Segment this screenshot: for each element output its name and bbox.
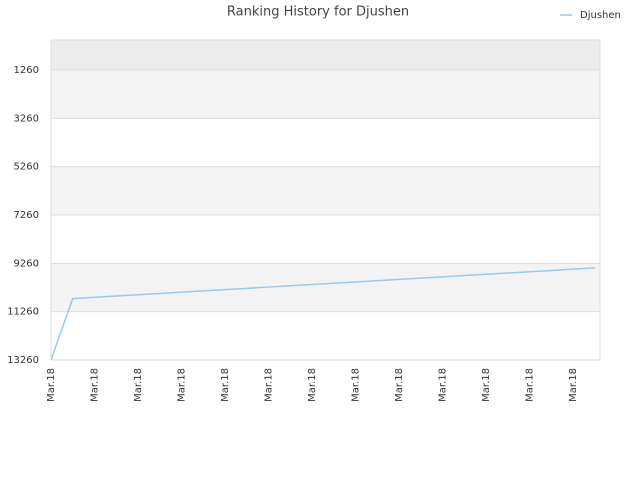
band	[51, 118, 600, 167]
x-tick-label: Mar.18	[220, 368, 231, 402]
y-tick-label: 7260	[14, 210, 39, 221]
legend-label: Djushen	[580, 10, 621, 21]
x-tick-label: Mar.18	[438, 368, 449, 402]
band	[51, 263, 600, 312]
x-tick-label: Mar.18	[90, 368, 101, 402]
y-tick-label: 5260	[14, 162, 39, 173]
x-tick-label: Mar.18	[525, 368, 536, 402]
x-tick-label: Mar.18	[133, 368, 144, 402]
x-tick-label: Mar.18	[264, 368, 275, 402]
chart-title: Ranking History for Djushen	[227, 5, 409, 20]
y-tick-label: 1260	[14, 65, 39, 76]
x-tick-label: Mar.18	[568, 368, 579, 402]
x-tick-label: Mar.18	[46, 368, 57, 402]
y-tick-label: 11260	[7, 307, 39, 318]
band	[51, 69, 600, 119]
x-tick-label: Mar.18	[177, 368, 188, 402]
x-tick-label: Mar.18	[481, 368, 492, 402]
y-tick-label: 3260	[14, 113, 39, 124]
x-tick-label: Mar.18	[307, 368, 318, 402]
data-line	[50, 267, 595, 361]
band	[51, 214, 600, 264]
band	[51, 166, 600, 215]
x-tick-label: Mar.18	[351, 368, 362, 402]
band	[51, 40, 600, 70]
y-tick-label: 13260	[7, 355, 39, 366]
x-tick-label: Mar.18	[394, 368, 405, 402]
y-tick-label: 9260	[14, 258, 39, 269]
band	[51, 311, 600, 360]
